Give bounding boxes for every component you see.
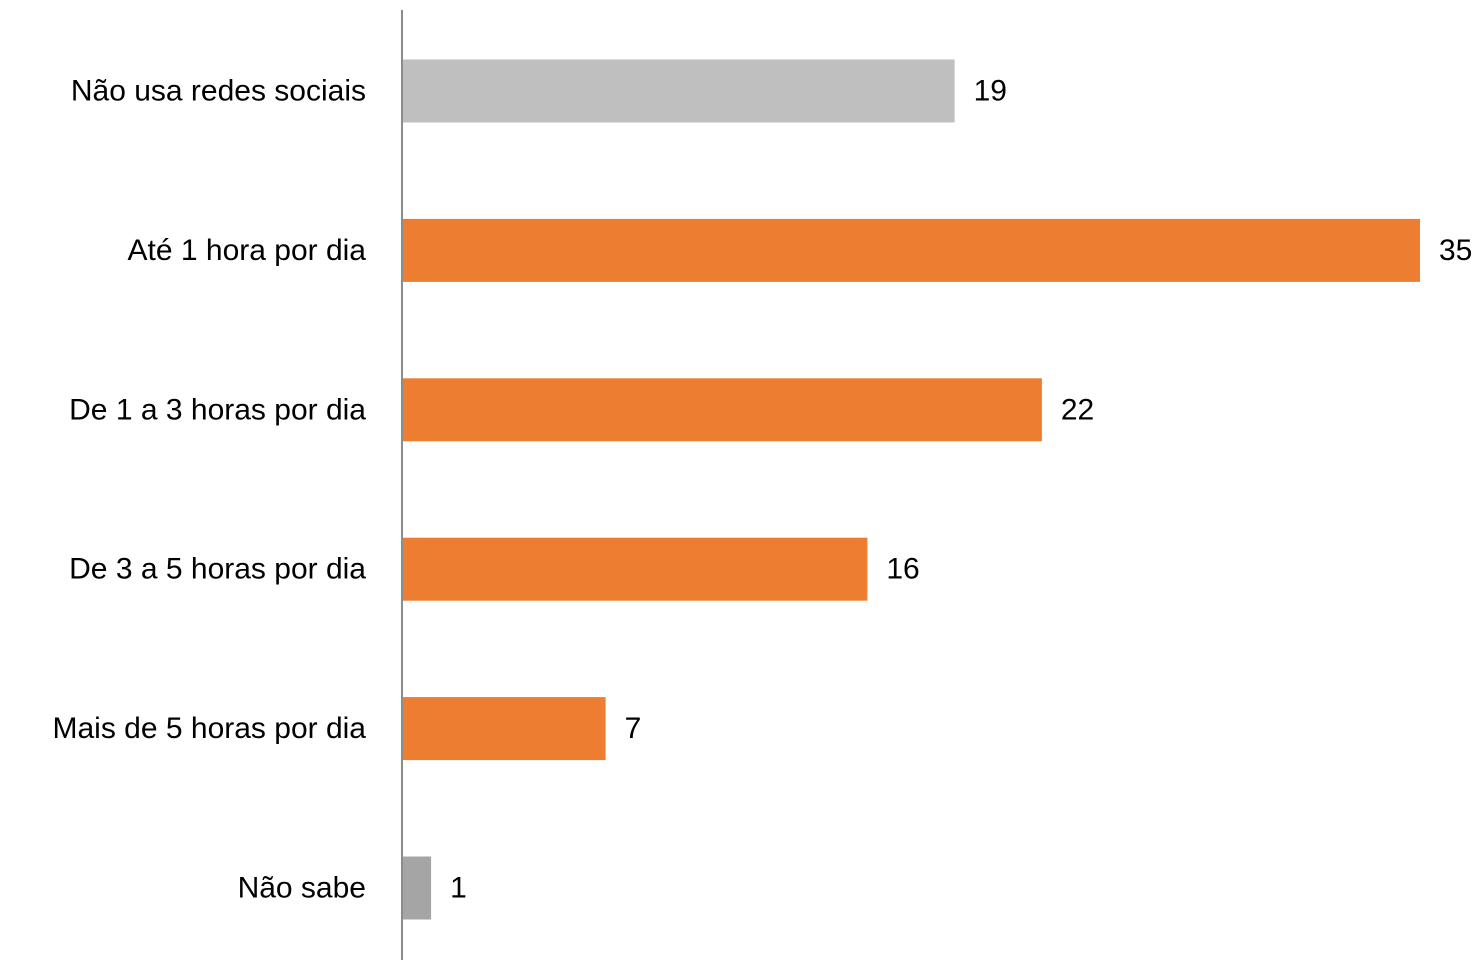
category-label-0: Não usa redes sociais: [71, 75, 366, 108]
bar-4: [402, 697, 606, 761]
bar-0: [402, 59, 955, 123]
category-label-1: Até 1 hora por dia: [128, 234, 367, 267]
category-label-3: De 3 a 5 horas por dia: [69, 553, 366, 586]
bar-1: [402, 218, 1420, 282]
bar-3: [402, 537, 868, 601]
category-label-4: Mais de 5 horas por dia: [52, 712, 366, 745]
data-label-4: 7: [625, 712, 642, 745]
data-label-1: 35: [1439, 234, 1472, 267]
data-label-0: 19: [974, 75, 1007, 108]
bar-2: [402, 378, 1042, 442]
bars-layer: [402, 59, 1420, 920]
labels-layer: Não usa redes sociais 19 Até 1 hora por di…: [52, 75, 1472, 905]
category-label-5: Não sabe: [238, 872, 366, 905]
bar-5: [402, 856, 432, 920]
data-label-5: 1: [450, 872, 467, 905]
data-label-3: 16: [886, 553, 919, 586]
category-label-2: De 1 a 3 horas por dia: [69, 393, 366, 426]
data-label-2: 22: [1061, 393, 1094, 426]
